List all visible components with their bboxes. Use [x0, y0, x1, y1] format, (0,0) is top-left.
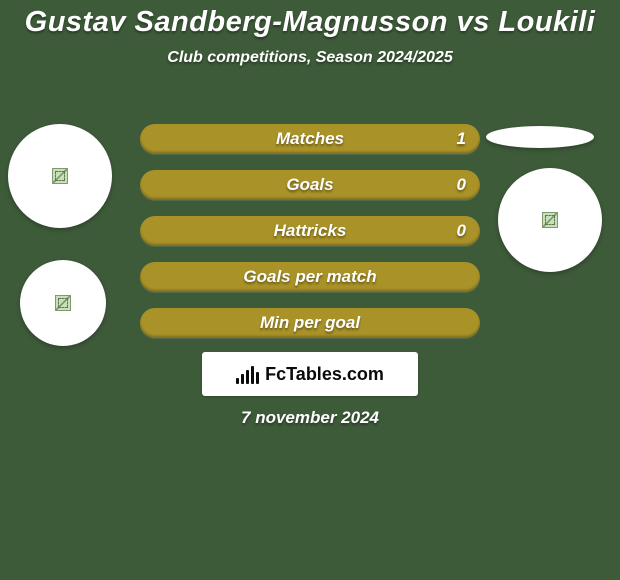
stat-bar-label: Goals: [286, 175, 333, 195]
stat-bar-value: 0: [457, 175, 466, 195]
stat-bar-label: Hattricks: [274, 221, 347, 241]
image-placeholder-icon: [55, 295, 71, 311]
watermark: FcTables.com: [202, 352, 418, 396]
infographic-root: Gustav Sandberg-Magnusson vs Loukili Clu…: [0, 0, 620, 580]
stat-bar-value: 0: [457, 221, 466, 241]
stat-bar-value: 1: [457, 129, 466, 149]
stat-bar: Min per goal: [140, 308, 480, 338]
stat-bar: Hattricks 0: [140, 216, 480, 246]
image-placeholder-icon: [52, 168, 68, 184]
stat-bar-label: Goals per match: [243, 267, 376, 287]
stat-bar-label: Min per goal: [260, 313, 360, 333]
stat-bar-label: Matches: [276, 129, 344, 149]
player-right-avatar: [498, 168, 602, 272]
stat-bar: Goals per match: [140, 262, 480, 292]
stat-bar: Matches 1: [140, 124, 480, 154]
player-left-avatar-2: [20, 260, 106, 346]
player-right-ellipse: [486, 126, 594, 148]
bars-icon: [236, 364, 259, 384]
watermark-text: FcTables.com: [265, 364, 384, 385]
page-title: Gustav Sandberg-Magnusson vs Loukili: [0, 0, 620, 37]
comparison-bars: Matches 1 Goals 0 Hattricks 0 Goals per match M…: [140, 124, 480, 354]
image-placeholder-icon: [542, 212, 558, 228]
stat-bar: Goals 0: [140, 170, 480, 200]
date-label: 7 november 2024: [241, 408, 379, 428]
subtitle: Club competitions, Season 2024/2025: [0, 49, 620, 67]
player-left-avatar-1: [8, 124, 112, 228]
